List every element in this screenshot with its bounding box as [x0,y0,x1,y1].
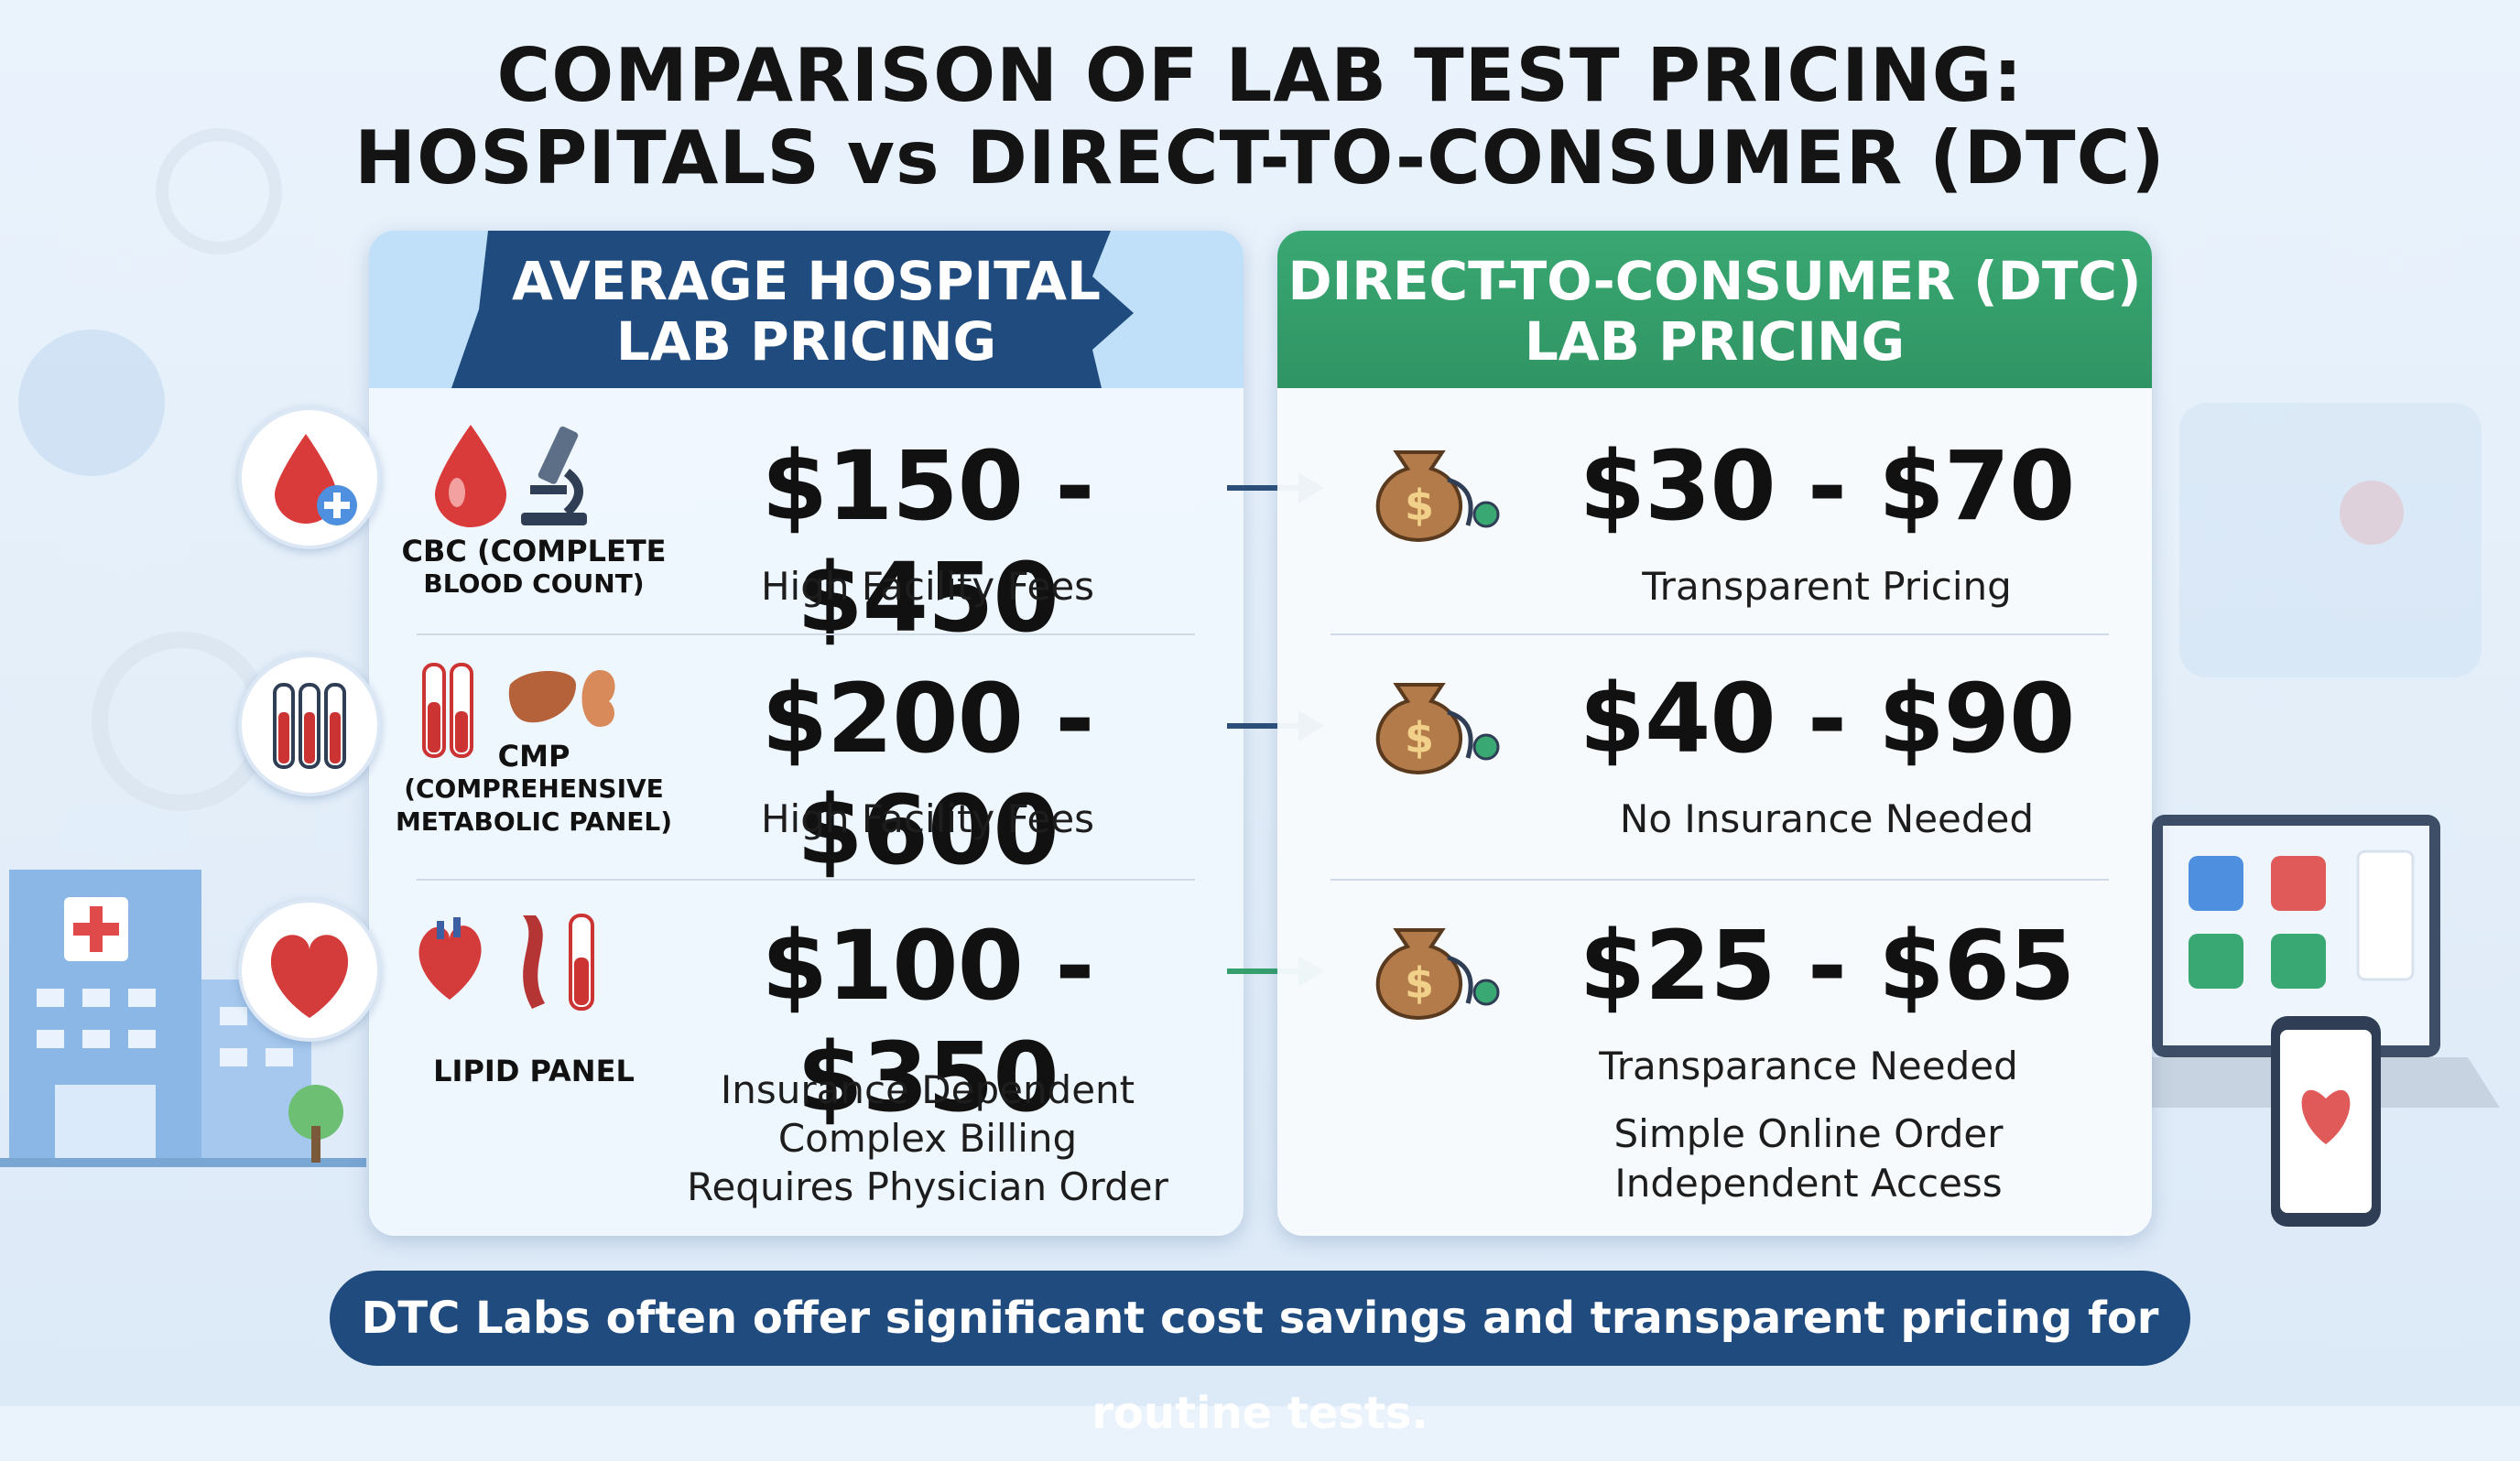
cmp-hospital-price: $200 - $600 [761,663,1095,886]
hospital-header: AVERAGE HOSPITAL LAB PRICING [369,231,1244,388]
background-heart [2340,481,2404,545]
row-divider [1331,879,2109,881]
money-bag-stethoscope-icon: $ [1375,683,1500,775]
background-cross-blob [18,330,165,476]
cmp-dtc-note: No Insurance Needed [1619,796,2035,841]
row-divider [1331,633,2109,635]
cbc-hospital-note: High Facility Fees [760,564,1095,609]
lipid-hospital-note-1: Insurance Dependent [720,1067,1135,1112]
lipid-test-name: LIPID PANEL [433,1054,635,1088]
test-tube-icon [422,663,473,758]
blood-drop-plus-circle [238,406,381,549]
artery-icon [523,915,545,1009]
money-bag-stethoscope-icon: $ [1375,928,1500,1021]
heart-circle [238,899,381,1042]
footer-summary: DTC Labs often offer significant cost sa… [330,1271,2190,1439]
lipid-dtc-note-1: Transparance Needed [1599,1044,2018,1088]
hospital-pricing-panel: AVERAGE HOSPITAL LAB PRICING CBC (COMPLE… [369,231,1244,1236]
blood-drop-icon [435,425,506,527]
dtc-heading-line2: LAB PRICING [1524,310,1906,373]
background-card [2179,403,2482,677]
row-divider [417,633,1195,635]
svg-text:$: $ [1405,958,1434,1008]
laptop-phone-icon [2152,815,2500,1227]
dtc-heading-line1: DIRECT-TO-CONSUMER (DTC) [1287,250,2142,312]
cmp-hospital-note: High Facility Fees [760,796,1095,841]
hospital-heading-line1: AVERAGE HOSPITAL [511,250,1102,312]
money-bag-stethoscope-icon: $ [1375,450,1500,543]
page-title-line1: COMPARISON OF LAB TEST PRICING: [496,33,2024,118]
dtc-header: DIRECT-TO-CONSUMER (DTC) LAB PRICING [1277,231,2152,388]
kidney-icon [581,670,615,727]
cbc-test-name-line2: BLOOD COUNT) [423,568,645,599]
lipid-hospital-note-3: Requires Physician Order [687,1164,1168,1209]
dtc-pricing-panel: DIRECT-TO-CONSUMER (DTC) LAB PRICING $ $… [1277,231,2152,1236]
test-tube-icon [569,914,594,1011]
hospital-header-banner [451,231,1134,388]
cbc-dtc-price: $30 - $70 [1579,430,2076,542]
cmp-test-name-line1: CMP [497,739,570,774]
lipid-hospital-note-2: Complex Billing [777,1116,1078,1161]
test-tubes-icon [273,683,346,769]
test-tubes-circle [238,654,381,796]
svg-text:$: $ [1405,481,1434,530]
heart-icon [418,917,482,1000]
row-divider [417,879,1195,881]
blood-drop-plus-icon [275,434,357,525]
liver-icon [508,671,576,723]
cmp-dtc-price: $40 - $90 [1579,663,2076,774]
microscope-icon [521,426,587,525]
lipid-dtc-note-2: Simple Online Order [1613,1111,2004,1156]
cmp-test-name-line2: (COMPREHENSIVE [404,774,664,804]
page-title-line2: HOSPITALS vs DIRECT-TO-CONSUMER (DTC) [354,115,2166,200]
heart-icon [270,935,349,1018]
cbc-test-name-line1: CBC (COMPLETE [401,534,667,568]
lipid-hospital-price: $100 - $350 [761,910,1095,1133]
hospital-heading-line2: LAB PRICING [615,310,997,373]
cmp-test-name-line3: METABOLIC PANEL) [395,806,673,837]
lipid-dtc-price: $25 - $65 [1579,910,2076,1022]
lipid-dtc-note-3: Independent Access [1614,1161,2003,1206]
cbc-dtc-note: Transparent Pricing [1642,564,2012,609]
cbc-hospital-price: $150 - $450 [761,430,1095,654]
svg-text:$: $ [1405,713,1434,763]
